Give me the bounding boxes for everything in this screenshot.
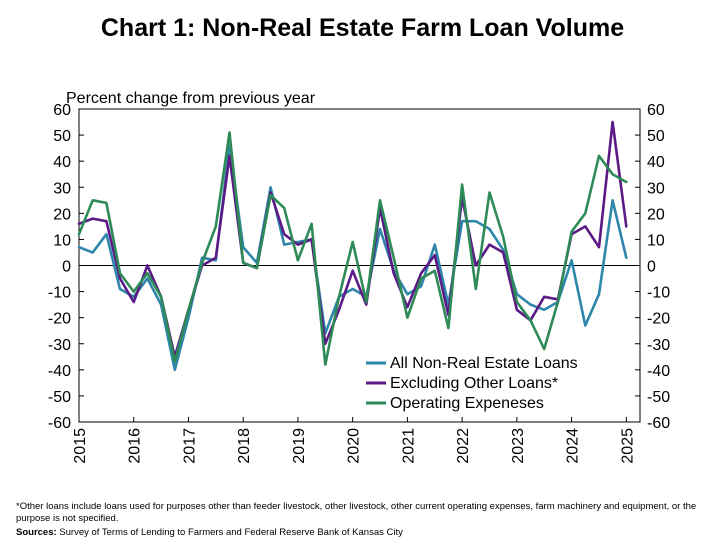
y-tick-label-right: 30: [647, 180, 665, 197]
y-tick-label-right: -30: [647, 337, 670, 354]
y-tick-label-right: 40: [647, 154, 665, 171]
y-tick-label-right: -10: [647, 285, 670, 302]
y-tick-label-right: -40: [647, 363, 670, 380]
y-tick-label-right: -50: [647, 389, 670, 406]
y-tick-label-left: 60: [53, 102, 71, 119]
source-note: Sources: Survey of Terms of Lending to F…: [16, 527, 716, 538]
y-tick-label-right: -20: [647, 311, 670, 328]
y-tick-label-left: -50: [48, 389, 71, 406]
y-tick-label-left: -30: [48, 337, 71, 354]
x-tick-label: 2015: [72, 428, 89, 464]
y-tick-label-left: 0: [62, 259, 71, 276]
series-line: [77, 120, 628, 359]
y-tick-label-right: 60: [647, 102, 665, 119]
x-tick-label: 2021: [400, 428, 417, 464]
x-tick-label: 2020: [346, 428, 363, 464]
legend-label: Excluding Other Loans*: [390, 375, 558, 392]
series-line: [77, 131, 628, 366]
x-tick-label: 2017: [181, 428, 198, 464]
source-label: Sources:: [16, 527, 57, 538]
y-tick-label-right: 10: [647, 232, 665, 249]
x-tick-label: 2025: [619, 428, 636, 464]
x-tick-label: 2018: [236, 428, 253, 464]
y-tick-label-right: 20: [647, 206, 665, 223]
y-tick-label-right: -60: [647, 415, 670, 432]
source-text: Survey of Terms of Lending to Farmers an…: [56, 527, 403, 538]
series-line: [77, 144, 628, 372]
legend-label: Operating Expeneses: [390, 395, 544, 412]
y-axis-label: Percent change from previous year: [66, 90, 316, 107]
y-tick-label-left: -40: [48, 363, 71, 380]
y-tick-label-left: 10: [53, 232, 71, 249]
x-tick-label: 2016: [127, 428, 144, 464]
y-tick-label-left: 40: [53, 154, 71, 171]
y-tick-label-right: 0: [647, 259, 656, 276]
legend-label: All Non-Real Estate Loans: [390, 355, 578, 372]
x-tick-label: 2024: [565, 428, 582, 464]
x-tick-label: 2023: [510, 428, 527, 464]
legend: All Non-Real Estate Loans Excluding Other…: [366, 355, 578, 412]
y-tick-label-left: -60: [48, 415, 71, 432]
footnote: *Other loans include loans used for purp…: [16, 501, 697, 524]
chart-title: Chart 1: Non-Real Estate Farm Loan Volum…: [100, 14, 625, 42]
y-tick-label-left: 20: [53, 206, 71, 223]
x-tick-label: 2019: [291, 428, 308, 464]
y-tick-label-left: 30: [53, 180, 71, 197]
x-tick-label: 2022: [455, 428, 472, 464]
y-tick-label-right: 50: [647, 128, 665, 145]
y-tick-label-left: 50: [53, 128, 71, 145]
y-tick-label-left: -10: [48, 285, 71, 302]
series-lines: [77, 120, 628, 372]
line-chart: Percent change from previous year 60 60 50…: [48, 90, 670, 464]
y-tick-label-left: -20: [48, 311, 71, 328]
